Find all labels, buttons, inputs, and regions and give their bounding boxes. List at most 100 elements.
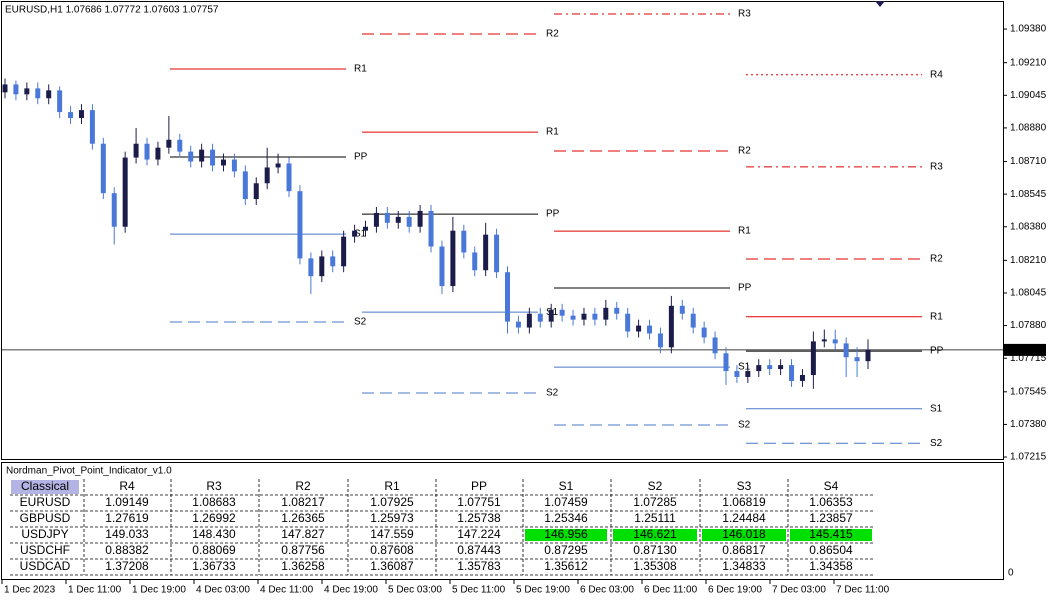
table-header: S1 [559,479,574,493]
candle-body [614,307,620,314]
candle-body [352,230,358,237]
table-cell: 0.87130 [633,543,677,557]
candle-body [636,325,642,332]
table-cell: 1.36733 [192,559,236,573]
table-cell: 1.07285 [633,495,677,509]
table-cell: 1.26365 [281,511,325,525]
candle-body [155,147,161,160]
table-cell: 146.018 [722,527,766,541]
candle-body [286,163,292,192]
highlight-cell [790,529,872,541]
candle-body [330,256,336,267]
table-cell: 1.25738 [457,511,501,525]
candle-body [832,339,838,344]
pivot-label: PP [930,346,944,357]
x-tick-label: 6 Dec 11:00 [644,585,698,596]
table-cell: 1.35783 [457,559,501,573]
table-cell: 1.08217 [281,495,325,509]
candle-body [35,88,41,99]
pivot-label: S1 [930,403,943,414]
candle-body [843,343,849,358]
candle-body [450,230,456,287]
pivot-label: PP [738,283,752,294]
highlight-cell [613,529,697,541]
candle-body [133,143,139,158]
table-header: R3 [206,479,222,493]
candle-body [668,305,674,348]
table-cell: 1.35308 [633,559,677,573]
table-cell: 1.08683 [192,495,236,509]
candle-body [559,309,565,316]
x-tick-label: 6 Dec 19:00 [708,585,762,596]
last-price-label: 1.07757 [1007,345,1044,356]
pivot-label: R1 [738,226,751,237]
table-header: S3 [737,479,752,493]
table-cell: 1.25973 [370,511,414,525]
candle-body [2,84,8,93]
pivot-label: S2 [546,388,559,399]
candle-body [297,191,303,259]
candle-body [210,149,216,166]
table-cell: 147.827 [281,527,325,541]
candle-body [362,226,368,231]
candle-body [712,337,718,354]
table-header: R1 [384,479,400,493]
y-tick-label: 1.08380 [1010,221,1047,232]
table-cell: 146.621 [633,527,677,541]
table-cell: 1.24484 [722,511,766,525]
table-cell: 1.27619 [105,511,149,525]
y-tick-label: 1.09380 [1010,24,1047,35]
x-tick-label: 1 Dec 11:00 [68,585,122,596]
y-tick-label: 1.09045 [1010,90,1047,101]
table-cell: 1.07751 [457,495,501,509]
row-label: USDCHF [20,543,70,557]
candle-body [723,353,729,372]
table-cell: 1.06353 [809,495,853,509]
candle-body [373,212,379,227]
x-tick-label: 1 Dec 2023 [4,585,56,596]
table-header: R4 [119,479,135,493]
candle-body [111,193,117,227]
candle-body [220,159,226,166]
table-header: S4 [824,479,839,493]
row-label: GBPUSD [20,511,71,525]
candle-body [799,375,805,381]
candle-body [78,110,84,119]
table-cell: 1.37208 [105,559,149,573]
table-cell: 0.88069 [192,543,236,557]
table-cell: 0.86817 [722,543,766,557]
candle-body [68,112,74,119]
candle-body [319,256,325,277]
y-tick-label: 1.08210 [1010,255,1047,266]
y-tick-label: 1.08545 [1010,189,1047,200]
candle-body [166,139,172,148]
candle-body [472,252,478,271]
table-cell: 1.26992 [192,511,236,525]
candle-body [537,313,543,322]
candle-body [570,315,576,320]
candle-body [603,307,609,320]
x-tick-label: 4 Dec 03:00 [196,585,250,596]
candle-body [13,84,19,95]
x-tick-label: 5 Dec 03:00 [388,585,442,596]
table-header: Classical [21,479,69,493]
candle-body [789,365,795,381]
x-tick-label: 4 Dec 11:00 [260,585,314,596]
table-cell: 148.430 [192,527,236,541]
candle-body [745,371,751,377]
highlight-cell [702,529,786,541]
x-tick-label: 4 Dec 19:00 [324,585,378,596]
y-tick-label: 1.08710 [1010,156,1047,167]
pivot-label: R2 [546,29,559,40]
header-cell [11,480,79,494]
candle-body [657,333,663,348]
x-tick-label: 5 Dec 19:00 [516,585,570,596]
table-cell: 1.06819 [722,495,766,509]
sub-frame [1,462,1004,580]
table-cell: 0.86504 [809,543,853,557]
candle-body [865,349,871,362]
x-tick-label: 5 Dec 11:00 [452,585,506,596]
candle-body [417,210,423,227]
candle-body [494,234,500,273]
candle-body [592,313,598,320]
